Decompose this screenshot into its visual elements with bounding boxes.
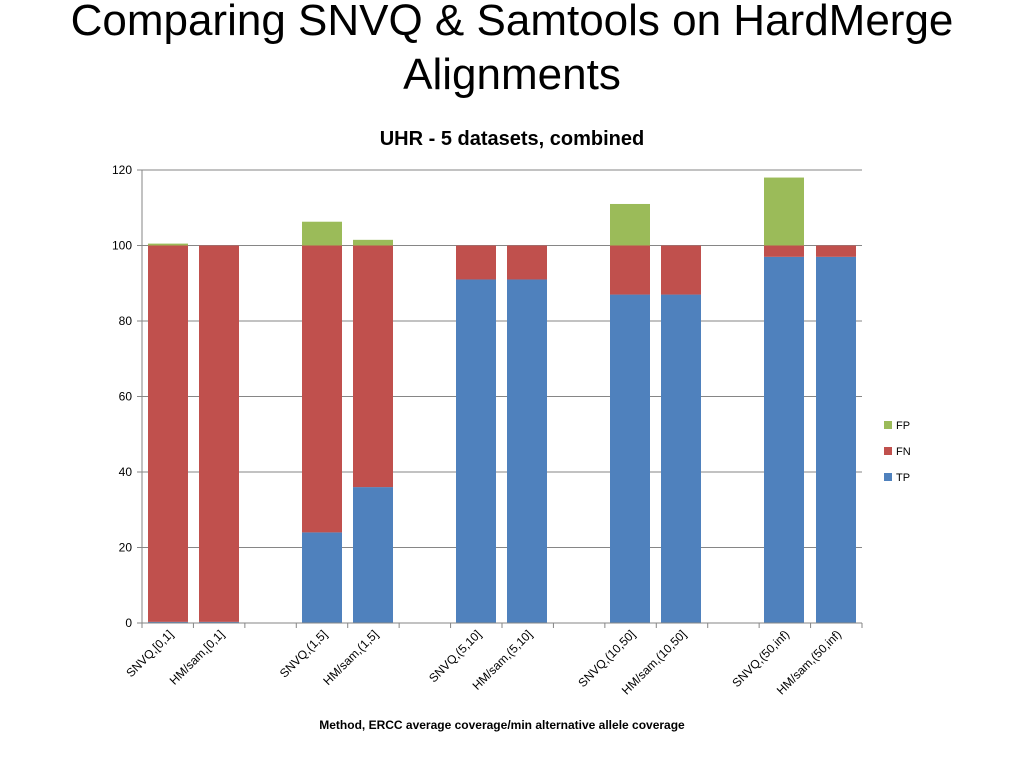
slide-title: Comparing SNVQ & Samtools on HardMerge A… <box>70 0 954 99</box>
legend: FP FN TP <box>884 420 911 484</box>
bar-segment-fn <box>764 245 804 257</box>
gridlines <box>142 169 862 548</box>
bar-segment-fn <box>456 245 496 280</box>
x-tick-label: HM/sam,[0,1] <box>167 627 227 687</box>
bar-segment-tp <box>199 621 239 623</box>
bar-segment-tp <box>764 256 804 623</box>
y-tick-label: 0 <box>125 616 132 630</box>
bar-segment-fn <box>661 245 701 295</box>
bar-segment-tp <box>148 621 188 623</box>
bar-segment-fp <box>610 203 650 246</box>
legend-swatch-fp <box>884 421 892 429</box>
x-tick-label: SNVQ,[0,1] <box>123 627 176 680</box>
bar-segment-fp <box>764 177 804 246</box>
y-tick-label: 80 <box>119 314 133 328</box>
x-tick-label: SNVQ,(1,5] <box>277 627 330 680</box>
bar-segment-tp <box>610 294 650 623</box>
bar-segment-fp <box>353 239 393 246</box>
bar-segment-fp <box>148 243 188 246</box>
bar-segment-fp <box>302 221 342 246</box>
bar-segment-fn <box>610 245 650 295</box>
bar-segment-fn <box>302 245 342 533</box>
bar-segment-tp <box>661 294 701 623</box>
legend-label-tp: TP <box>896 472 910 484</box>
x-axis-title: Method, ERCC average coverage/min altern… <box>319 718 685 732</box>
bar-segment-fn <box>199 245 239 622</box>
bar-segment-tp <box>302 532 342 623</box>
bars <box>148 177 856 623</box>
y-tick-label: 60 <box>119 390 133 404</box>
y-tick-label: 100 <box>112 239 132 253</box>
y-tick-label: 40 <box>119 465 133 479</box>
bar-segment-tp <box>456 279 496 623</box>
bar-segment-tp <box>353 487 393 623</box>
legend-swatch-fn <box>884 447 892 455</box>
bar-segment-fn <box>507 245 547 280</box>
x-tick-label: HM/sam,(1,5] <box>320 627 381 688</box>
bar-segment-fn <box>353 245 393 488</box>
legend-swatch-tp <box>884 473 892 481</box>
legend-label-fp: FP <box>896 420 910 432</box>
legend-label-fn: FN <box>896 446 911 458</box>
bar-segment-tp <box>507 279 547 623</box>
bar-segment-fn <box>148 245 188 622</box>
bar-segment-tp <box>816 256 856 623</box>
chart-title: UHR - 5 datasets, combined <box>380 128 645 150</box>
y-tick-label: 20 <box>119 541 133 555</box>
y-tick-label: 120 <box>112 163 132 177</box>
bar-segment-fn <box>816 245 856 257</box>
